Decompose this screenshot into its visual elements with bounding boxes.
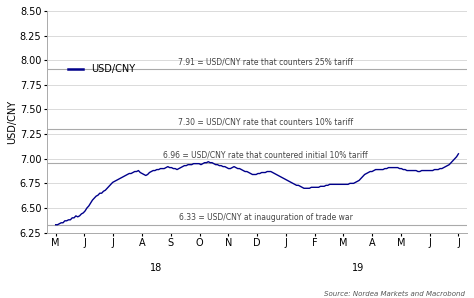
Legend: USD/CNY: USD/CNY — [64, 60, 139, 78]
Text: 6.33 = USD/CNY at inauguration of trade war: 6.33 = USD/CNY at inauguration of trade … — [179, 213, 352, 222]
Text: 7.30 = USD/CNY rate that counters 10% tariff: 7.30 = USD/CNY rate that counters 10% ta… — [178, 117, 353, 126]
Text: 7.91 = USD/CNY rate that counters 25% tariff: 7.91 = USD/CNY rate that counters 25% ta… — [178, 57, 353, 66]
Text: 6.96 = USD/CNY rate that countered initial 10% tariff: 6.96 = USD/CNY rate that countered initi… — [163, 151, 368, 160]
Text: 19: 19 — [352, 263, 364, 273]
Y-axis label: USD/CNY: USD/CNY — [7, 100, 17, 144]
Text: Source: Nordea Markets and Macrobond: Source: Nordea Markets and Macrobond — [324, 291, 465, 297]
Text: 18: 18 — [150, 263, 163, 273]
